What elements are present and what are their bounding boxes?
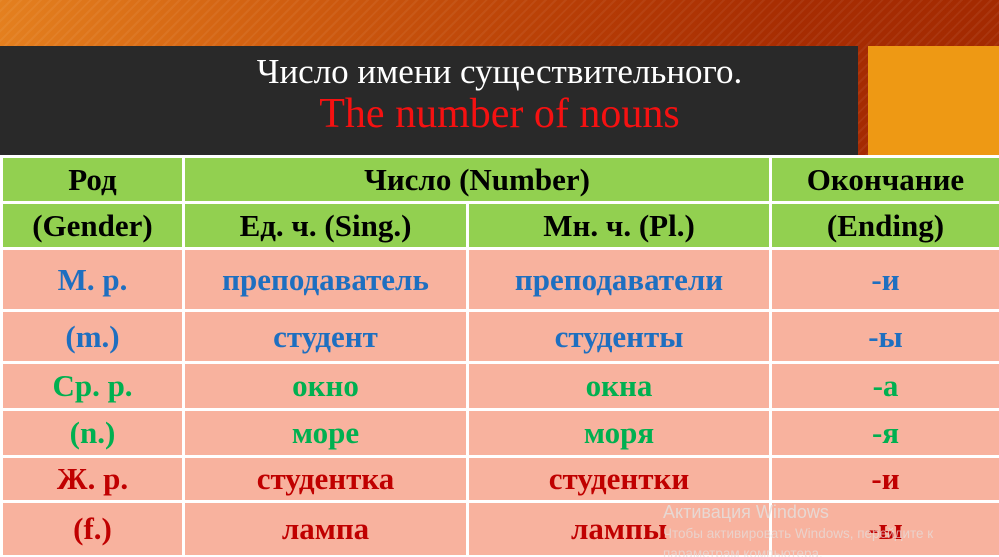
plural-cell: лампы — [466, 500, 772, 557]
singular-cell: окно — [182, 361, 469, 411]
ending-cell: -и — [769, 247, 999, 312]
table-row-neuter: Ср. р. окно окна -а — [0, 361, 999, 411]
table-header-row-2: (Gender) Ед. ч. (Sing.) Мн. ч. (Pl.) (En… — [0, 201, 999, 250]
ending-cell: -я — [769, 408, 999, 458]
plural-cell: студенты — [466, 309, 772, 364]
plural-cell: моря — [466, 408, 772, 458]
gender-cell: М. р. — [0, 247, 185, 312]
gender-cell: Ж. р. — [0, 455, 185, 503]
gender-cell: Ср. р. — [0, 361, 185, 411]
plural-cell: студентки — [466, 455, 772, 503]
table-row-masculine-2: (m.) студент студенты -ы — [0, 309, 999, 364]
table-row-feminine: Ж. р. студентка студентки -и — [0, 455, 999, 503]
table-row-feminine-2: (f.) лампа лампы -ы — [0, 500, 999, 557]
gender-cell: (f.) — [0, 500, 185, 557]
gender-cell: (m.) — [0, 309, 185, 364]
plural-cell: преподаватели — [466, 247, 772, 312]
header-gender-sub: (Gender) — [0, 201, 185, 250]
header-gender: Род — [0, 155, 185, 204]
ending-cell: -и — [769, 455, 999, 503]
singular-cell: студентка — [182, 455, 469, 503]
gender-cell: (n.) — [0, 408, 185, 458]
orange-accent-square — [868, 46, 999, 157]
header-ending-sub: (Ending) — [769, 201, 999, 250]
plural-cell: окна — [466, 361, 772, 411]
table-row-neuter-2: (n.) море моря -я — [0, 408, 999, 458]
slide-title-english: The number of nouns — [319, 91, 680, 137]
singular-cell: преподаватель — [182, 247, 469, 312]
singular-cell: студент — [182, 309, 469, 364]
ending-cell: -ы — [769, 309, 999, 364]
ending-cell: -а — [769, 361, 999, 411]
slide-title: Число имени существительного. The number… — [0, 50, 999, 135]
header-number: Число (Number) — [182, 155, 772, 204]
singular-cell: море — [182, 408, 469, 458]
header-ending: Окончание — [769, 155, 999, 204]
title-bar — [0, 46, 858, 157]
ending-cell: -ы — [769, 500, 999, 557]
singular-cell: лампа — [182, 500, 469, 557]
header-plural: Мн. ч. (Pl.) — [466, 201, 772, 250]
table-header-row-1: Род Число (Number) Окончание — [0, 155, 999, 204]
table-row-masculine: М. р. преподаватель преподаватели -и — [0, 247, 999, 312]
slide-title-russian: Число имени существительного. — [256, 52, 743, 91]
header-singular: Ед. ч. (Sing.) — [182, 201, 469, 250]
nouns-number-table: Род Число (Number) Окончание (Gender) Ед… — [0, 155, 999, 557]
